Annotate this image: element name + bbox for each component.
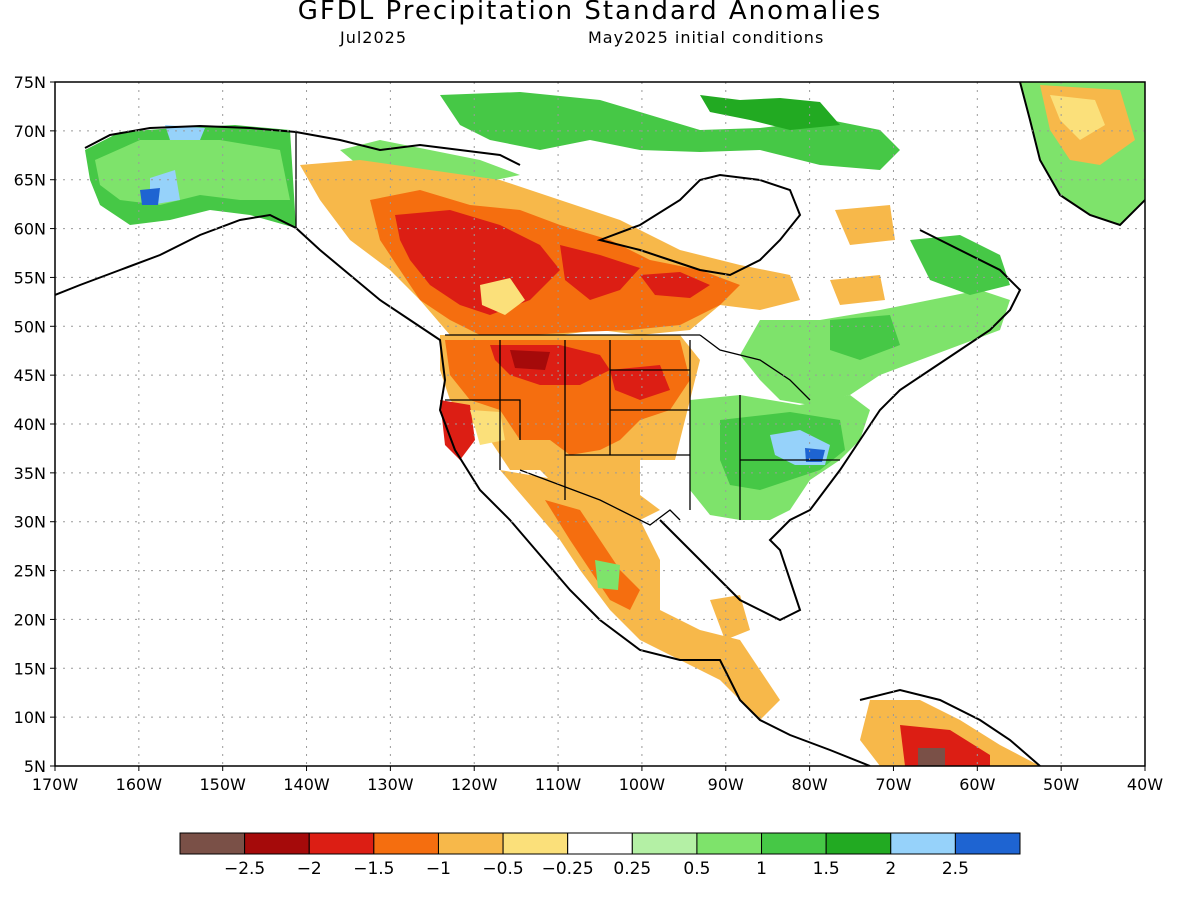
- colorbar-swatch: [437, 832, 504, 855]
- colorbar-swatch: [244, 832, 310, 855]
- lat-tick-label: 20N: [14, 610, 46, 629]
- colorbar-swatch: [696, 832, 763, 855]
- lat-tick-label: 45N: [14, 366, 46, 385]
- west-us-darkred-region: [510, 350, 550, 370]
- lon-tick-label: 110W: [535, 775, 582, 794]
- lat-tick-label: 75N: [14, 73, 46, 92]
- greenland-dry-region-2: [1050, 95, 1105, 140]
- colorbar-label: −2.5: [224, 859, 265, 879]
- colorbar-swatch: [308, 832, 375, 855]
- colorbar-label: 0.5: [683, 859, 710, 879]
- lat-tick-label: 30N: [14, 513, 46, 532]
- quebec-orange-spots-2: [830, 275, 885, 305]
- colorbar-label: −2: [297, 859, 322, 879]
- lon-tick-label: 170W: [32, 775, 79, 794]
- canada-red-region-2: [560, 245, 640, 300]
- quebec-orange-spots: [835, 205, 895, 245]
- graticule: [55, 82, 1145, 766]
- mexico-green-patch: [595, 560, 620, 590]
- canada-red-region: [395, 210, 560, 315]
- alaska-deep-blue: [140, 188, 160, 205]
- lon-tick-label: 140W: [283, 775, 330, 794]
- canada-red-region-3: [640, 272, 710, 298]
- colorbar-swatch: [373, 832, 439, 855]
- alaska-blue-region-north: [165, 125, 205, 140]
- map-title: GFDL Precipitation Standard Anomalies: [297, 0, 883, 26]
- colorbar-swatch: [179, 832, 246, 855]
- political-boundaries: [295, 132, 840, 526]
- canada-light-region: [480, 278, 525, 315]
- lon-tick-label: 80W: [792, 775, 828, 794]
- colorbar-swatch: [890, 832, 956, 855]
- lat-tick-label: 50N: [14, 317, 46, 336]
- labrador-green: [910, 235, 1010, 295]
- lon-tick-label: 50W: [1043, 775, 1079, 794]
- yucatan-region: [710, 595, 750, 640]
- colorbar-label: −0.5: [482, 859, 523, 879]
- lon-tick-label: 120W: [451, 775, 498, 794]
- texas-white-region: [640, 460, 690, 510]
- colorbar-label: 2: [885, 859, 896, 879]
- colorbar-swatch: [825, 832, 892, 855]
- valid-month-label: Jul2025: [340, 28, 408, 47]
- colorbar-swatch: [502, 832, 569, 855]
- west-us-red-region-2: [610, 365, 670, 400]
- lat-tick-label: 35N: [14, 464, 46, 483]
- colorbar-label: −1.5: [353, 859, 394, 879]
- lon-tick-label: 70W: [875, 775, 911, 794]
- lat-tick-label: 65N: [14, 171, 46, 190]
- map-panel: [55, 82, 1145, 766]
- colorbar-swatch: [761, 832, 827, 855]
- colorbar-label: −1: [426, 859, 451, 879]
- colorbar-swatch: [567, 832, 633, 855]
- initial-conditions-label: May2025 initial conditions: [588, 28, 825, 47]
- arctic-green-3: [700, 95, 840, 130]
- arctic-green-1: [440, 92, 900, 170]
- colorbar: −2.5 −2 −1.5 −1 −0.5 −0.25 0.25 0.5 1 1.5 2 2.5: [179, 832, 1021, 879]
- colorbar-label: 1.5: [813, 859, 840, 879]
- lat-tick-label: 5N: [24, 757, 46, 776]
- lon-tick-label: 90W: [708, 775, 744, 794]
- lon-tick-label: 160W: [116, 775, 163, 794]
- colorbar-label: −0.25: [542, 859, 594, 879]
- lon-tick-label: 40W: [1127, 775, 1163, 794]
- california-red-region: [440, 400, 475, 460]
- alaska-light-region: [95, 140, 290, 205]
- venezuela-brown-region: [918, 748, 945, 766]
- lon-tick-label: 130W: [367, 775, 414, 794]
- lat-tick-label: 15N: [14, 659, 46, 678]
- latitude-axis: 75N 70N 65N 60N 55N 50N 45N 40N 35N 30N 25N 20N 15N 1…: [14, 73, 55, 776]
- longitude-axis: 170W 160W 150W 140W 130W 120W 110W 100W 90W 80W 70…: [32, 766, 1163, 794]
- lat-tick-label: 25N: [14, 562, 46, 581]
- colorbar-swatch: [954, 832, 1021, 855]
- lat-tick-label: 10N: [14, 708, 46, 727]
- lon-tick-label: 60W: [959, 775, 995, 794]
- colorbar-label: 0.25: [613, 859, 651, 879]
- lat-tick-label: 60N: [14, 220, 46, 239]
- lat-tick-label: 40N: [14, 415, 46, 434]
- colorbar-label: 1: [756, 859, 767, 879]
- nevada-yellow: [470, 410, 505, 445]
- colorbar-swatch: [631, 832, 698, 855]
- lon-tick-label: 100W: [619, 775, 666, 794]
- lon-tick-label: 150W: [200, 775, 247, 794]
- lat-tick-label: 55N: [14, 268, 46, 287]
- colorbar-label: 2.5: [942, 859, 969, 879]
- lat-tick-label: 70N: [14, 122, 46, 141]
